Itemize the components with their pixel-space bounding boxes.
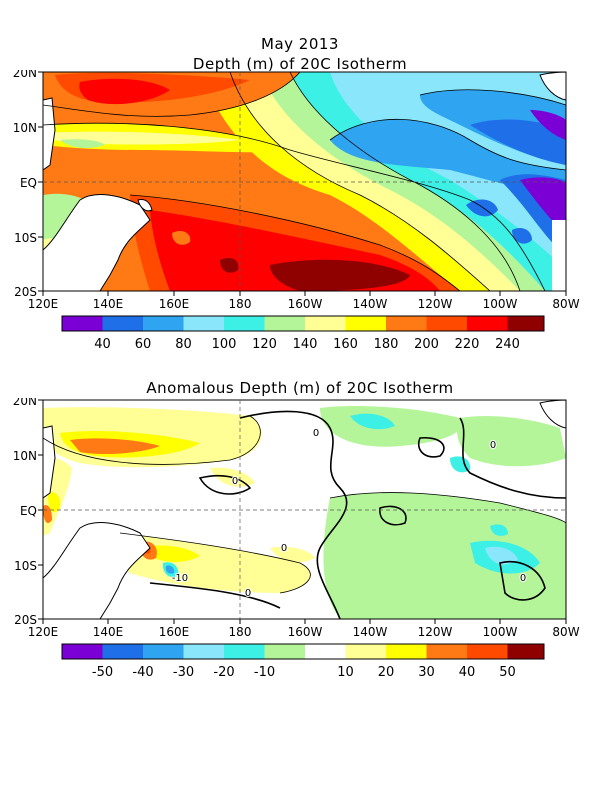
- bottom-anomaly-map: 0 0 0 0 0 0 -10 120E 140E 160E 180 160W …: [13, 398, 580, 680]
- month-title: May 2013: [261, 35, 339, 53]
- bottom-lat-label-eq: EQ: [20, 504, 37, 518]
- top-lon-label-80w: 80W: [552, 297, 579, 311]
- bottom-lat-label-10s: 10S: [14, 559, 37, 573]
- top-depth-field: [43, 72, 566, 291]
- top-lon-label-120e: 120E: [28, 297, 59, 311]
- contour-label: 0: [520, 573, 526, 584]
- bottom-colorbar-swatch: [305, 644, 346, 659]
- top-colorbar-swatch: [102, 316, 143, 331]
- top-colorbar-swatch: [467, 316, 508, 331]
- bottom-colorbar-label: -10: [254, 665, 275, 680]
- bottom-colorbar-swatch: [386, 644, 427, 659]
- bottom-colorbar-label: 10: [337, 665, 354, 680]
- bottom-lon-label-140e: 140E: [93, 625, 124, 639]
- bottom-lat-label-20s: 20S: [14, 613, 37, 627]
- top-colorbar-swatch: [386, 316, 427, 331]
- bottom-colorbar: [61, 643, 545, 660]
- top-panel-title: Depth (m) of 20C Isotherm: [192, 55, 408, 73]
- top-colorbar-label: 120: [252, 337, 277, 352]
- top-lon-label-140e: 140E: [93, 297, 124, 311]
- bottom-lat-label-20n: 20N: [13, 398, 37, 408]
- contour-labels: 0 0 0 0 0 0 -10: [171, 427, 527, 600]
- top-colorbar-swatch: [264, 316, 305, 331]
- top-lat-label-20n: 20N: [13, 70, 37, 80]
- contour-label: 0: [281, 543, 287, 554]
- bottom-panel-title: Anomalous Depth (m) of 20C Isotherm: [146, 379, 454, 397]
- top-lon-label-120w: 120W: [418, 297, 453, 311]
- bottom-colorbar-swatch: [224, 644, 265, 659]
- top-colorbar-swatch: [224, 316, 265, 331]
- top-colorbar-label: 100: [212, 337, 237, 352]
- top-lon-label-160e: 160E: [159, 297, 190, 311]
- top-colorbar-swatch: [345, 316, 386, 331]
- bottom-lon-label-80w: 80W: [552, 625, 579, 639]
- bottom-colorbar-swatch: [183, 644, 224, 659]
- top-colorbar-label: 220: [455, 337, 480, 352]
- bottom-lat-label-10n: 10N: [13, 449, 37, 463]
- bottom-lon-label-140w: 140W: [353, 625, 388, 639]
- contour-label: -10: [172, 573, 188, 584]
- bottom-colorbar-label: 30: [418, 665, 435, 680]
- top-lon-label-100w: 100W: [483, 297, 518, 311]
- bottom-lon-label-160e: 160E: [159, 625, 190, 639]
- top-lat-label-eq: EQ: [20, 176, 37, 190]
- bottom-colorbar-label: 40: [459, 665, 476, 680]
- bottom-colorbar-label: -40: [132, 665, 153, 680]
- bottom-colorbar-swatch: [507, 644, 544, 659]
- bottom-lon-label-120w: 120W: [418, 625, 453, 639]
- contour-label: 0: [313, 428, 319, 439]
- top-lat-label-20s: 20S: [14, 285, 37, 299]
- bottom-colorbar-swatch: [426, 644, 467, 659]
- bottom-anomaly-field: [43, 400, 566, 619]
- bottom-colorbar-swatch: [467, 644, 508, 659]
- top-lon-label-180: 180: [229, 297, 252, 311]
- bottom-colorbar-swatch: [62, 644, 103, 659]
- top-colorbar-label: 140: [293, 337, 318, 352]
- top-colorbar-swatch: [62, 316, 103, 331]
- bottom-grid-lines: [43, 400, 566, 619]
- top-colorbar-swatch: [305, 316, 346, 331]
- bottom-lon-label-100w: 100W: [483, 625, 518, 639]
- top-grid-lines: [43, 72, 566, 291]
- top-lat-label-10s: 10S: [14, 231, 37, 245]
- top-colorbar-label: 160: [333, 337, 358, 352]
- top-lon-label-160w: 160W: [288, 297, 323, 311]
- top-colorbar-swatch: [507, 316, 544, 331]
- bottom-colorbar-label: -50: [92, 665, 113, 680]
- bottom-colorbar-swatch: [143, 644, 184, 659]
- contour-label: 0: [232, 476, 238, 487]
- top-colorbar-label: 80: [175, 337, 192, 352]
- bottom-colorbar-swatch: [264, 644, 305, 659]
- contour-label: 0: [490, 440, 496, 451]
- top-colorbar-swatch: [143, 316, 184, 331]
- bottom-colorbar-label: 20: [378, 665, 395, 680]
- top-colorbar-swatch: [183, 316, 224, 331]
- top-lon-label-140w: 140W: [353, 297, 388, 311]
- bottom-colorbar-label: -30: [173, 665, 194, 680]
- top-colorbar-label: 180: [374, 337, 399, 352]
- bottom-colorbar-swatch: [102, 644, 143, 659]
- bottom-lon-label-180: 180: [229, 625, 252, 639]
- top-colorbar-label: 40: [94, 337, 111, 352]
- top-depth-map: 120E 140E 160E 180 160W 140W 120W 100W 8…: [13, 70, 580, 352]
- top-lat-label-10n: 10N: [13, 121, 37, 135]
- bottom-colorbar-swatch: [345, 644, 386, 659]
- top-colorbar-swatch: [426, 316, 467, 331]
- contour-label: 0: [245, 588, 251, 599]
- bottom-lon-label-120e: 120E: [28, 625, 59, 639]
- top-colorbar-label: 240: [495, 337, 520, 352]
- top-colorbar-label: 200: [414, 337, 439, 352]
- top-colorbar-label: 60: [135, 337, 152, 352]
- bottom-lon-label-160w: 160W: [288, 625, 323, 639]
- bottom-colorbar-label: -20: [213, 665, 234, 680]
- bottom-colorbar-label: 50: [499, 665, 516, 680]
- top-colorbar: [61, 315, 545, 332]
